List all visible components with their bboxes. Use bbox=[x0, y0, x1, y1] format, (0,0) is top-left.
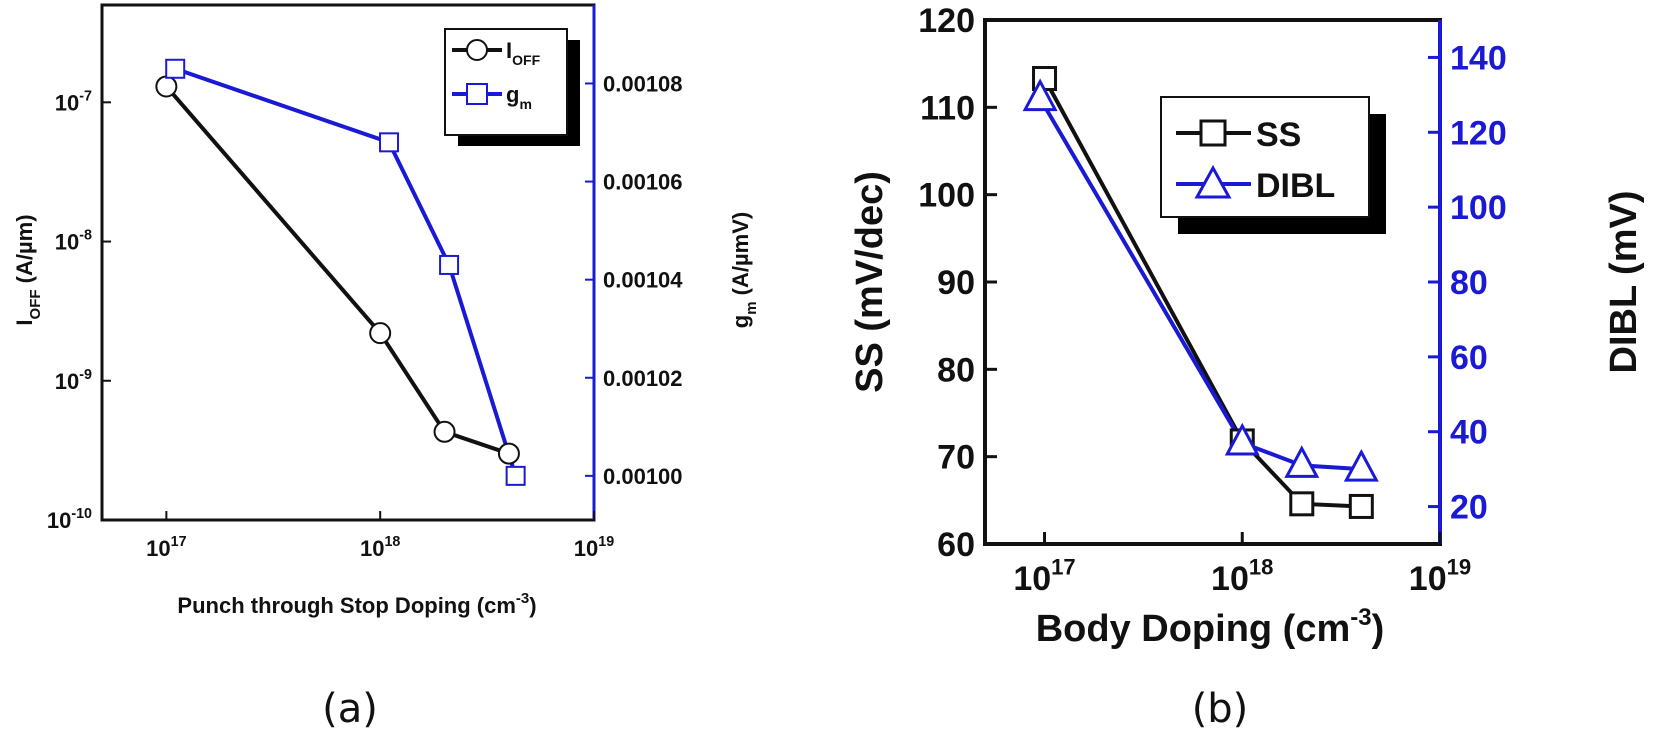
right-tick-label: 100 bbox=[1450, 189, 1507, 227]
gm-point bbox=[439, 254, 460, 275]
gm-point bbox=[505, 465, 526, 486]
left-tick-label: 10-8 bbox=[55, 228, 92, 255]
panel-b-legend: SS DIBL bbox=[1160, 96, 1386, 234]
gm-point bbox=[379, 132, 400, 153]
dibl-point bbox=[1343, 448, 1379, 482]
ss-point bbox=[1348, 493, 1374, 519]
legend-gm-marker bbox=[466, 83, 488, 105]
panel-b-right-axis-title: DIBL (mV) bbox=[1603, 191, 1645, 374]
right-tick-label: 20 bbox=[1450, 489, 1488, 527]
panel-b-x-axis-title: Body Doping (cm-3) bbox=[1036, 604, 1385, 650]
left-tick-label: 60 bbox=[937, 526, 975, 564]
right-tick-label: 0.00108 bbox=[603, 71, 683, 96]
legend-box bbox=[444, 28, 568, 136]
dibl-point bbox=[1022, 78, 1058, 112]
legend-ioff-label: IOFF bbox=[506, 38, 541, 68]
left-tick-label: 10-9 bbox=[55, 367, 92, 394]
x-tick-label: 1018 bbox=[360, 534, 400, 561]
panel-a: 1017 1018 1019 10-7 10-8 10-9 10-10 0.00108 0.… bbox=[12, 3, 760, 618]
right-tick-label: 0.00104 bbox=[603, 268, 683, 293]
right-tick-label: 40 bbox=[1450, 414, 1488, 452]
x-tick-label: 1019 bbox=[574, 534, 614, 561]
x-tick-label: 1019 bbox=[1409, 555, 1471, 598]
panel-a-right-axis-title: gm (A/µmV) bbox=[728, 212, 760, 328]
legend-dibl-label: DIBL bbox=[1256, 167, 1335, 205]
right-tick-label: 120 bbox=[1450, 114, 1507, 152]
x-tick-label: 1017 bbox=[146, 534, 186, 561]
ioff-point bbox=[369, 322, 392, 345]
dibl-point bbox=[1224, 422, 1260, 456]
right-tick-label: 0.00100 bbox=[603, 464, 683, 489]
right-tick-label: 0.00106 bbox=[603, 170, 683, 195]
right-tick-label: 0.00102 bbox=[603, 366, 683, 391]
ss-point bbox=[1289, 491, 1315, 517]
panel-a-left-axis-title: IOFF (A/µm) bbox=[12, 214, 44, 325]
caption-b: (b) bbox=[1192, 686, 1249, 732]
right-tick-label: 140 bbox=[1450, 39, 1507, 77]
left-tick-label: 100 bbox=[918, 177, 975, 215]
dibl-point bbox=[1284, 445, 1320, 478]
legend-ss-marker bbox=[1199, 119, 1227, 147]
left-tick-label: 120 bbox=[918, 2, 975, 40]
left-tick-label: 10-7 bbox=[55, 88, 92, 115]
left-tick-label: 10-10 bbox=[47, 506, 92, 533]
gm-point bbox=[165, 58, 186, 79]
panel-b-left-axis-title: SS (mV/dec) bbox=[849, 171, 891, 393]
panel-b: 1017 1018 1019 120 110 100 90 80 70 60 140 120 100… bbox=[849, 2, 1645, 650]
dibl-series-line bbox=[1038, 97, 1362, 472]
ss-series-line bbox=[1042, 77, 1362, 509]
ioff-point bbox=[155, 75, 178, 98]
ioff-series-line bbox=[164, 85, 510, 456]
left-tick-label: 90 bbox=[937, 264, 975, 302]
panel-a-legend: IOFF gm bbox=[444, 28, 580, 146]
left-tick-label: 70 bbox=[937, 439, 975, 477]
panel-a-x-axis-title: Punch through Stop Doping (cm-3) bbox=[177, 590, 536, 618]
left-tick-label: 110 bbox=[920, 89, 975, 127]
caption-a: (a) bbox=[322, 686, 378, 732]
x-tick-label: 1017 bbox=[1013, 555, 1075, 598]
x-tick-label: 1018 bbox=[1211, 555, 1273, 598]
legend-dibl-marker bbox=[1194, 164, 1232, 199]
ioff-point bbox=[497, 442, 520, 465]
right-tick-label: 80 bbox=[1450, 264, 1488, 302]
legend-ss-label: SS bbox=[1256, 116, 1301, 154]
right-tick-label: 60 bbox=[1450, 339, 1488, 377]
legend-ioff-marker bbox=[466, 39, 488, 61]
legend-gm-label: gm bbox=[506, 82, 532, 112]
left-tick-label: 80 bbox=[937, 351, 975, 389]
ioff-point bbox=[433, 420, 456, 443]
gm-series-line bbox=[174, 66, 518, 477]
